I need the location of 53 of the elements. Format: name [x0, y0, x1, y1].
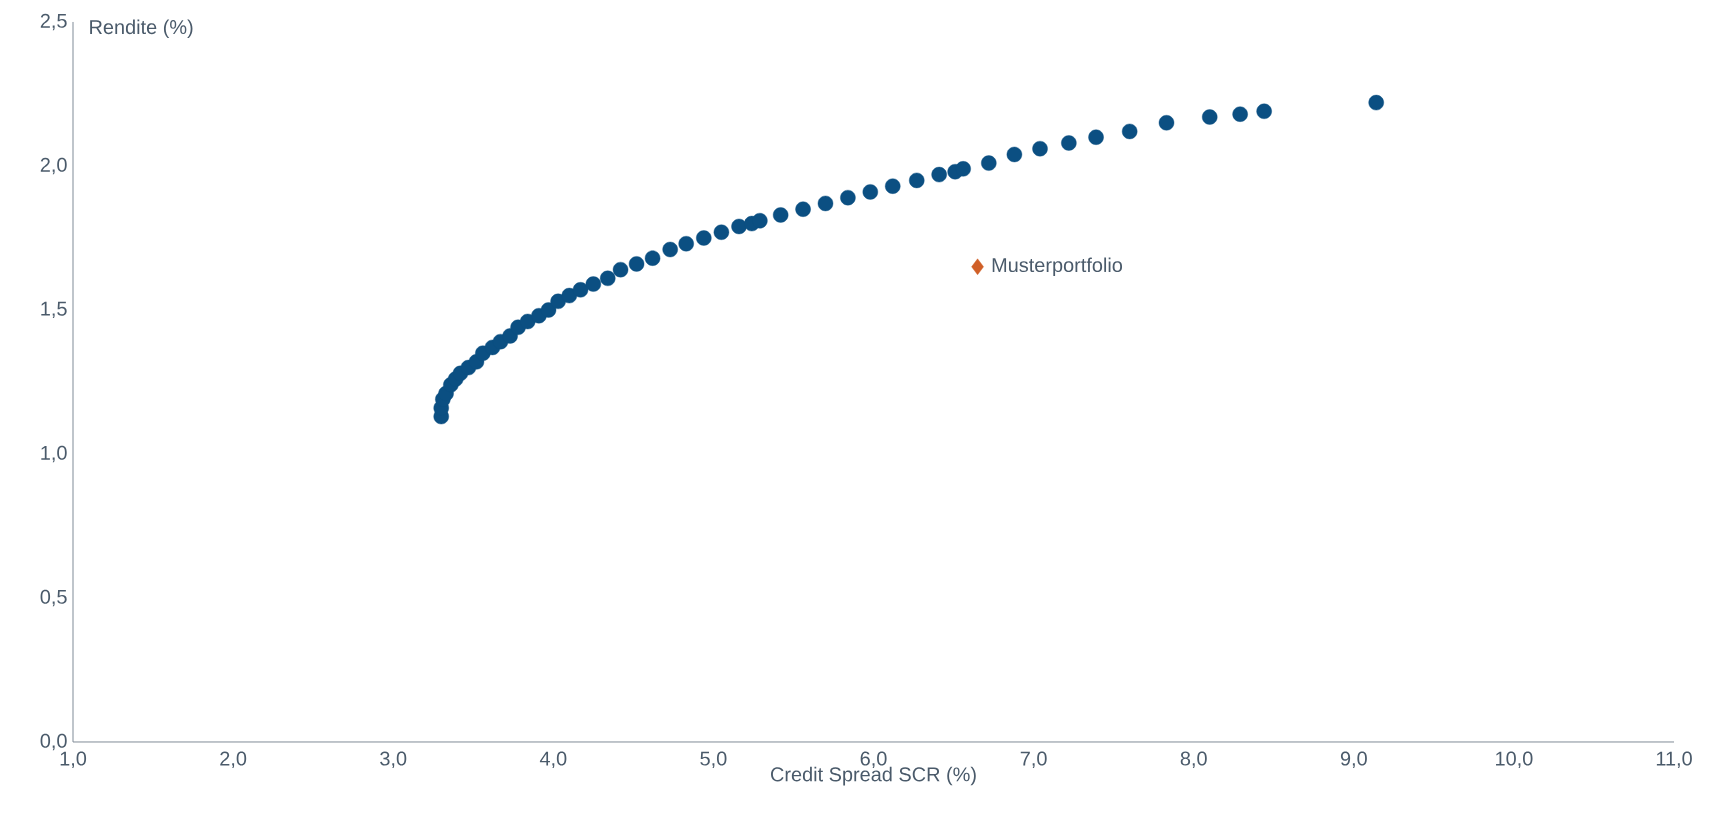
point: [795, 201, 811, 217]
point: [612, 261, 629, 278]
point: [520, 313, 536, 330]
point: [752, 213, 768, 229]
y-tick-label: 1,5: [41, 301, 67, 319]
point: [678, 236, 694, 252]
y-tick-label: 2,5: [40, 13, 67, 31]
point: [1202, 109, 1218, 125]
point: [955, 161, 971, 177]
y-axis-title: Rendite (%): [90, 19, 193, 39]
point: [1032, 141, 1048, 157]
x-tick-label: 11,0: [1656, 751, 1692, 768]
point: [1088, 129, 1104, 145]
point: [772, 207, 789, 223]
point: [1256, 103, 1272, 119]
x-tick-label: 4,0: [539, 751, 567, 768]
point: [1121, 123, 1138, 140]
point: [931, 166, 947, 183]
y-tick-label: 2,0: [40, 157, 67, 175]
point: [862, 184, 879, 200]
y-tick-label: 0,0: [40, 733, 67, 751]
point: [817, 195, 834, 212]
point: [628, 256, 645, 272]
point: [585, 276, 602, 292]
point: [572, 282, 589, 298]
point: [1061, 135, 1077, 151]
point: [981, 155, 997, 171]
point: [600, 270, 616, 286]
x-tick-label: 1,0: [60, 751, 87, 768]
series-label: Musterportfolio: [992, 257, 1123, 277]
x-tick-label: 2,0: [220, 751, 247, 768]
point: [662, 241, 678, 258]
x-tick-label: 3,0: [380, 751, 407, 768]
x-tick-label: 8,0: [1180, 751, 1207, 768]
point: [713, 224, 730, 240]
x-tick-label: 5,0: [700, 751, 727, 768]
y-tick-label: 1,0: [41, 445, 67, 463]
point: [1232, 106, 1248, 122]
x-axis-title: Credit Spread SCR (%): [771, 766, 976, 786]
point: [1368, 94, 1384, 111]
point: [909, 172, 925, 189]
point: [840, 189, 856, 206]
point: [696, 230, 712, 246]
x-tick-label: 6,0: [860, 751, 887, 768]
point: [1158, 115, 1175, 131]
point: [1006, 146, 1023, 163]
x-tick-label: 7,0: [1020, 751, 1047, 768]
x-tick-label: 9,0: [1340, 751, 1367, 768]
x-tick-label: 10,0: [1496, 751, 1533, 768]
point: [885, 178, 901, 194]
y-tick-label: 0,5: [40, 589, 67, 607]
point: [971, 258, 984, 275]
point: [644, 250, 661, 266]
